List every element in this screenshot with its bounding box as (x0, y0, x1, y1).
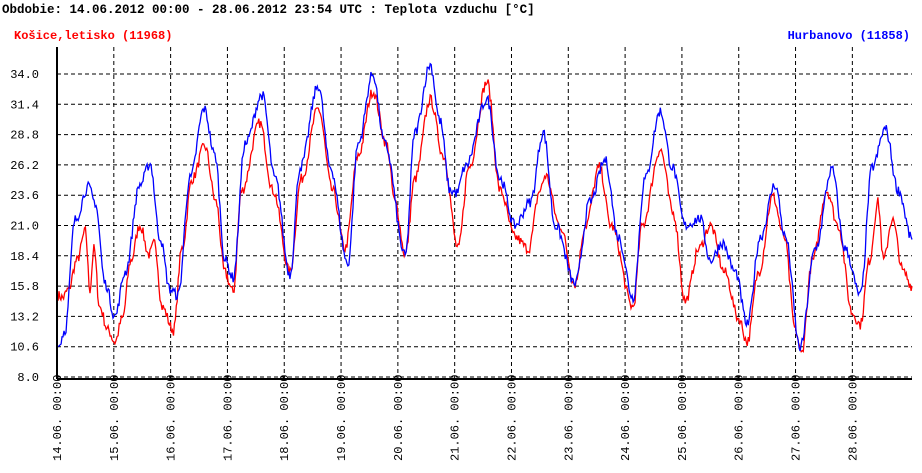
x-tick-label: 22.06. 00:00 (505, 375, 519, 461)
y-tick-label: 21.0 (10, 220, 39, 234)
legend-kosice: Košice,letisko (11968) (14, 29, 172, 43)
y-tick-label: 10.6 (10, 341, 39, 355)
x-tick-label: 16.06. 00:00 (165, 375, 179, 461)
y-tick-label: 8.0 (17, 371, 39, 385)
x-tick-label: 23.06. 00:00 (562, 375, 576, 461)
series-line-kosice (57, 79, 913, 353)
y-tick-label: 15.8 (10, 280, 39, 294)
x-tick-label: 24.06. 00:00 (619, 375, 633, 461)
y-tick-label: 18.4 (10, 250, 39, 264)
x-tick-label: 21.06. 00:00 (449, 375, 463, 461)
legend-hurbanovo: Hurbanovo (11858) (788, 29, 910, 43)
y-tick-label: 28.8 (10, 129, 39, 143)
x-tick-label: 28.06. 00:00 (846, 375, 860, 461)
y-tick-label: 34.0 (10, 68, 39, 82)
y-tick-label: 31.4 (10, 98, 39, 112)
y-tick-label: 23.6 (10, 189, 39, 203)
x-tick-label: 25.06. 00:00 (676, 375, 690, 461)
x-tick-label: 20.06. 00:00 (392, 375, 406, 461)
x-tick-label: 14.06. 00:00 (51, 375, 65, 461)
x-tick-label: 15.06. 00:00 (108, 375, 122, 461)
series-line-hurbanovo (57, 62, 913, 352)
y-tick-label: 13.2 (10, 310, 39, 324)
chart-title: Obdobie: 14.06.2012 00:00 - 28.06.2012 2… (2, 3, 535, 17)
y-tick-label: 26.2 (10, 159, 39, 173)
x-tick-label: 18.06. 00:00 (278, 375, 292, 461)
x-tick-label: 26.06. 00:00 (733, 375, 747, 461)
x-tick-label: 27.06. 00:00 (790, 375, 804, 461)
x-tick-label: 19.06. 00:00 (335, 375, 349, 461)
x-tick-label: 17.06. 00:00 (221, 375, 235, 461)
